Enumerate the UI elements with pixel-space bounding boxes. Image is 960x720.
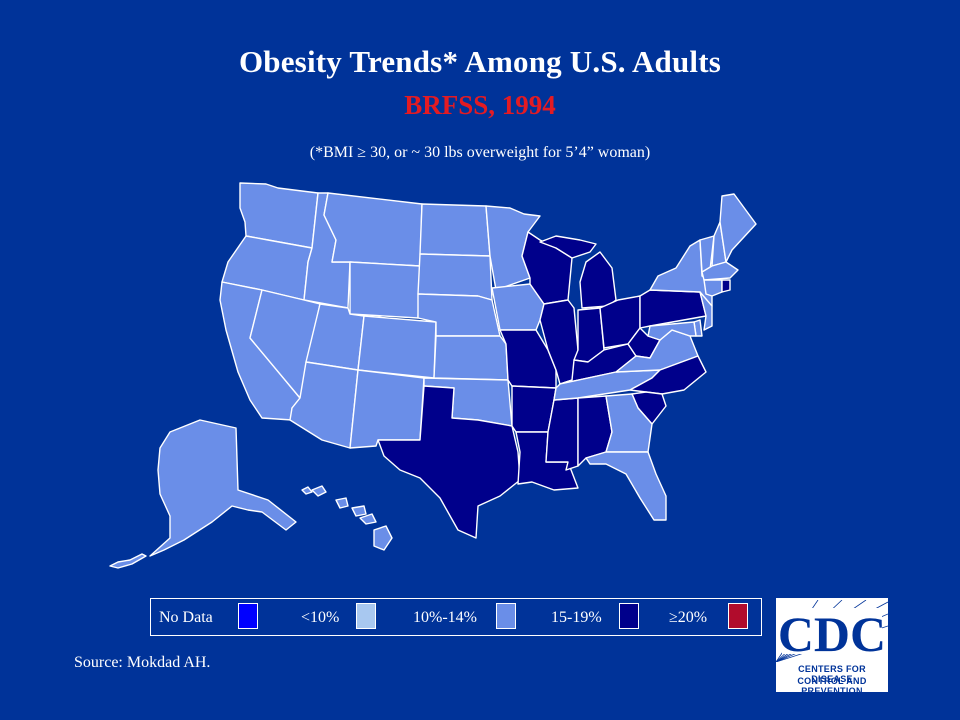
legend-swatch: [356, 603, 376, 629]
legend-label: No Data: [159, 609, 213, 626]
source-note: Source: Mokdad AH.: [74, 654, 211, 671]
state-CO: [357, 315, 437, 379]
logo-caption-line1: CENTERS FOR DISEASE: [798, 664, 866, 684]
state-HI-3: [335, 497, 349, 509]
state-MT: [323, 192, 423, 267]
state-NM: [349, 369, 425, 449]
legend-swatch: [619, 603, 639, 629]
legend-swatch: [496, 603, 516, 629]
legend-label: 15-19%: [551, 609, 602, 626]
state-AK-islands: [109, 553, 147, 569]
legend-label: 10%-14%: [413, 609, 477, 626]
logo-caption-line2: CONTROL AND PREVENTION: [797, 676, 867, 696]
legend-swatch: [238, 603, 258, 629]
legend-label: ≥20%: [669, 609, 708, 626]
state-RI: [721, 279, 731, 293]
state-HI-4: [351, 505, 367, 517]
state-AK: [149, 419, 297, 557]
cdc-logo-mark: CDC: [776, 600, 888, 662]
map-subtitle: BRFSS, 1994: [404, 90, 556, 120]
legend-label: <10%: [301, 609, 340, 626]
state-NJ: [699, 291, 713, 331]
state-MI: [579, 251, 617, 309]
state-HI-6: [373, 525, 393, 551]
map-footnote: (*BMI ≥ 30, or ~ 30 lbs overweight for 5…: [309, 144, 651, 161]
state-ME: [719, 193, 757, 263]
legend-swatch: [728, 603, 748, 629]
state-MI-UP: [539, 235, 597, 259]
state-SD: [417, 253, 493, 301]
us-map: [109, 182, 757, 569]
legend: No Data <10% 10%-14% 15-19% ≥20%: [150, 598, 762, 636]
map-title: Obesity Trends* Among U.S. Adults: [238, 44, 722, 79]
state-MD: [647, 321, 697, 341]
state-CT: [703, 279, 723, 297]
state-TX: [377, 385, 521, 539]
state-HI-2: [311, 485, 327, 497]
state-KS: [433, 335, 509, 381]
state-HI-5: [359, 513, 377, 525]
logo-letters: CDC: [778, 606, 886, 662]
state-FL: [585, 451, 667, 521]
state-WY: [349, 261, 421, 319]
cdc-logo: CDC CENTERS FOR DISEASE CONTROL AND PREV…: [776, 598, 888, 696]
state-ND: [419, 203, 491, 257]
state-HI-1: [301, 486, 313, 495]
